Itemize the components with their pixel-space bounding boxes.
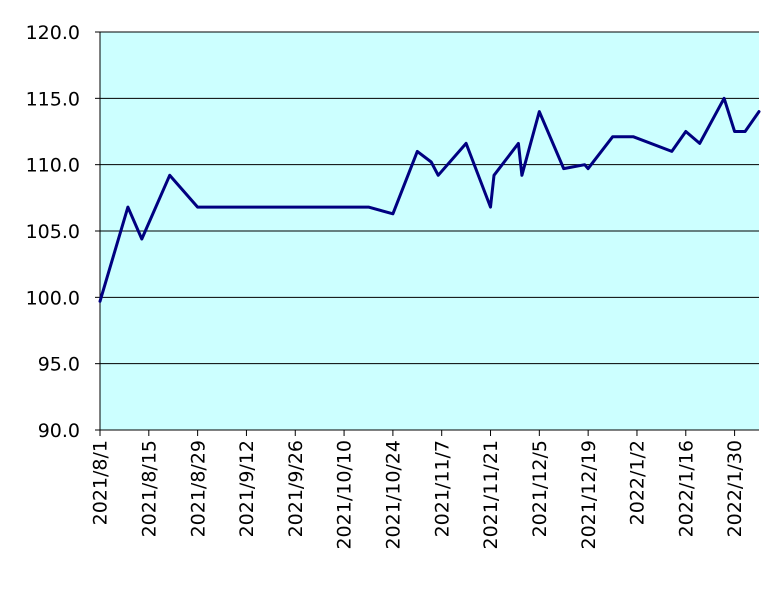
x-tick-label: 2021/12/5 [529,440,551,537]
gridlines [100,31,759,365]
x-tick-label: 2022/1/30 [724,440,746,537]
x-tick-label: 2021/11/21 [480,440,502,550]
data-point [538,110,541,113]
y-tick-label: 115.0 [26,88,80,110]
data-point [723,97,725,100]
data-point [587,167,589,170]
x-tick-label: 2021/10/24 [383,440,405,550]
y-tick-label: 110.0 [26,155,80,177]
x-tick-label: 2021/9/12 [236,440,258,537]
data-point [367,206,370,208]
x-tick-label: 2021/11/7 [431,440,453,537]
data-point [698,142,701,145]
data-point [758,110,760,113]
data-point [684,130,687,133]
y-tick-label: 100.0 [26,287,80,309]
data-point [521,174,523,177]
data-point [430,161,433,163]
data-point [141,238,143,240]
data-point [744,130,746,133]
series-layer [98,96,761,303]
x-tick-label: 2021/8/1 [90,440,112,525]
data-point [671,150,673,153]
y-tick-label: 95.0 [38,354,80,376]
data-point [733,130,736,133]
x-tick-label: 2021/10/10 [334,440,356,550]
data-point [168,174,171,177]
axes [95,31,759,436]
y-tick-label: 90.0 [38,420,80,442]
x-tick-label: 2022/1/16 [675,440,697,537]
x-tick-label: 2022/1/2 [627,440,649,525]
data-point [99,300,101,303]
data-point [493,174,495,177]
x-tick-label: 2021/9/26 [285,440,307,537]
x-tick-labels: 2021/8/1 2021/8/15 2021/8/29 2021/9/12 2021/… [90,440,747,550]
y-tick-label: 120.0 [26,22,80,44]
x-tick-label: 2021/12/19 [578,440,600,550]
data-point [196,206,199,208]
x-tick-label: 2021/8/29 [187,440,209,537]
x-tick-label: 2021/8/15 [138,440,160,537]
data-point [465,142,467,145]
data-point [517,142,520,145]
data-point [416,150,419,153]
data-point [437,174,440,177]
data-point [632,136,635,138]
y-tick-labels: 90.0 95.0 100.0 105.0 110.0 115.0 120.0 [26,22,80,442]
data-point [127,206,129,208]
y-tick-label: 105.0 [26,221,80,243]
series-line [98,96,761,303]
data-point [392,212,394,215]
data-point [489,206,492,208]
data-point [562,167,565,170]
data-point [611,136,614,138]
data-point [583,163,586,166]
